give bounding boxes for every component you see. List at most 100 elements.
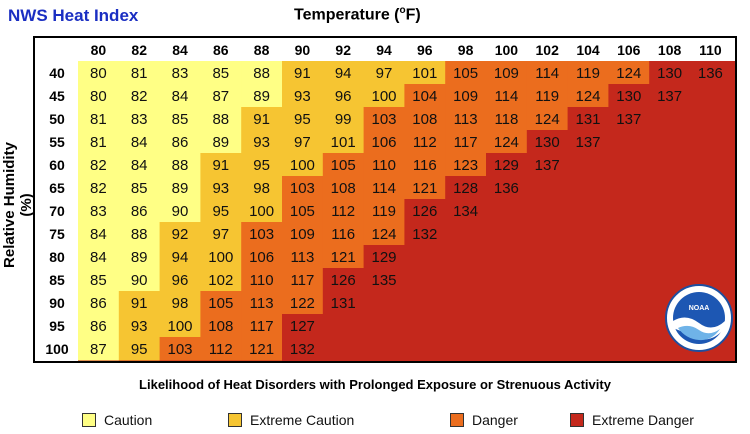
heat-index-value: 83 [172,65,189,82]
heat-index-cell [118,314,161,338]
heat-index-value: 84 [90,226,107,243]
heat-index-cell [526,153,569,177]
heat-index-value: 91 [253,111,270,128]
heat-index-value: 112 [331,203,355,220]
heat-index-value: 130 [616,88,641,105]
heat-index-cell [486,176,528,200]
heat-index-cell [445,199,487,223]
heat-index-value: 114 [535,65,559,82]
heat-index-value: 113 [250,295,274,312]
temperature-tick-label: 96 [417,42,433,58]
heat-index-value: 93 [212,180,229,197]
heat-index-cell [200,107,242,131]
heat-index-cell [200,291,242,315]
heat-index-cell [200,176,242,200]
heat-index-value: 92 [172,226,189,243]
heat-index-cell [200,245,242,269]
heat-index-value: 86 [131,203,148,220]
heat-index-cell [404,61,446,85]
heat-index-value: 97 [376,65,393,82]
heat-index-cell [608,61,650,85]
heat-index-cell [159,130,201,154]
heat-index-cell [445,107,487,131]
heat-index-grid: 80 82 84 86 88 90 92 94 96 98 100 102 104 106 108 110 40… [45,42,735,361]
heat-index-cell [404,107,446,131]
heat-index-value: 137 [657,88,682,105]
heat-index-cell [486,84,528,108]
heat-index-cell [159,222,201,246]
heat-index-cell [118,337,161,361]
heat-index-value: 100 [249,203,274,220]
heat-index-value: 119 [535,88,559,105]
heat-index-value: 88 [212,111,229,128]
heat-index-cell [322,61,365,85]
heat-index-value: 105 [453,65,478,82]
heat-index-cell [363,61,405,85]
heat-index-value: 124 [494,134,519,151]
heat-index-value: 119 [576,65,600,82]
heat-index-value: 117 [250,318,274,335]
heat-index-value: 137 [616,111,641,128]
heat-index-value: 91 [294,65,311,82]
heat-index-value: 118 [494,111,518,128]
temperature-tick-label: 86 [213,42,229,58]
humidity-tick-label: 60 [49,157,65,173]
heat-index-cell [78,268,120,292]
heat-index-cell [118,84,161,108]
heat-index-value: 85 [172,111,189,128]
temperature-tick-label: 90 [295,42,311,58]
heat-index-cell [445,153,487,177]
heat-index-cell [404,199,446,223]
heat-index-cell [322,199,365,223]
heat-index-cell [200,268,242,292]
heat-index-cell [282,245,324,269]
humidity-tick-label: 40 [49,65,65,81]
heat-index-cell [118,245,161,269]
heat-index-cell [78,61,120,85]
heat-index-cell [282,61,324,85]
heat-index-cell [78,337,120,361]
heat-index-cell [241,337,283,361]
heat-index-value: 84 [131,157,148,174]
heat-index-value: 134 [453,203,478,220]
heat-index-cell [118,222,161,246]
heat-index-value: 85 [90,272,107,289]
heat-index-cell [241,222,283,246]
heat-index-value: 126 [331,272,356,289]
heat-index-value: 130 [657,65,682,82]
heat-index-cell [322,268,365,292]
heat-index-cell [241,291,283,315]
heat-index-value: 96 [335,88,352,105]
heat-index-cell [78,222,120,246]
heat-index-value: 91 [212,157,229,174]
heat-index-cell [159,245,201,269]
heat-index-value: 114 [494,88,518,105]
humidity-tick-label: 50 [49,111,65,127]
heat-index-cell [404,222,446,246]
heat-index-value: 93 [253,134,270,151]
heat-index-cell [159,176,201,200]
heat-index-value: 101 [412,65,437,82]
heat-index-cell [241,268,283,292]
heat-index-cell [608,107,650,131]
heat-index-value: 136 [494,180,519,197]
heat-index-cell [159,107,201,131]
heat-index-value: 87 [212,88,229,105]
heat-index-value: 124 [535,111,560,128]
x-axis-label: Temperature (oF) [294,5,421,24]
heat-index-value: 105 [208,295,233,312]
legend-label: Danger [472,412,518,428]
heat-index-value: 86 [90,295,107,312]
heat-index-cell [159,268,201,292]
heat-index-value: 117 [290,272,314,289]
heat-index-value: 110 [372,157,396,174]
heat-index-value: 88 [253,65,270,82]
heat-index-cell [78,245,120,269]
heat-index-value: 100 [167,318,192,335]
heat-index-cell [363,199,405,223]
heat-index-value: 126 [412,203,437,220]
heat-index-value: 132 [290,341,315,358]
temperature-tick-label: 84 [172,42,188,58]
heat-index-value: 81 [90,111,107,128]
heat-index-value: 103 [167,341,192,358]
